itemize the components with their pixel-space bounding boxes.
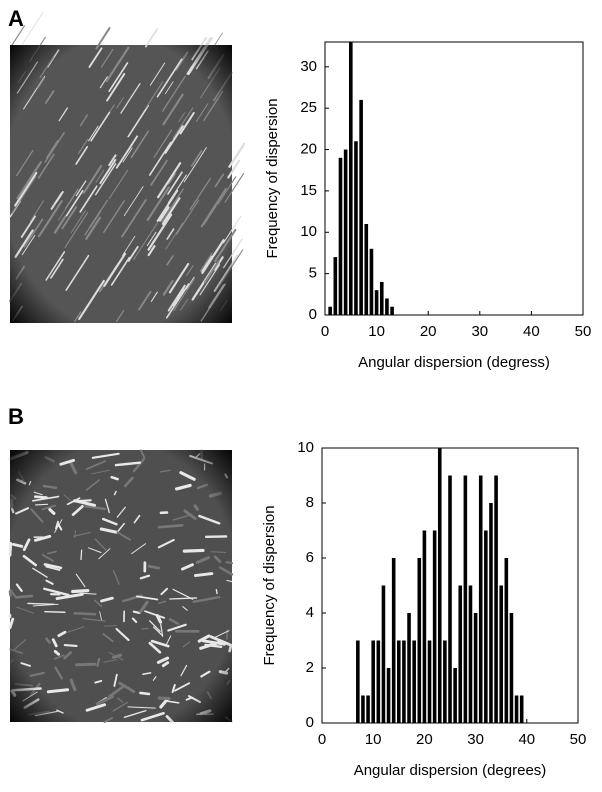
bar [390,306,394,315]
bar [443,640,447,723]
y-tick-label: 20 [300,141,317,158]
bar [328,306,332,315]
x-tick-label: 20 [416,731,433,748]
x-tick-label: 40 [518,731,535,748]
bar [453,668,457,723]
bar [417,558,422,723]
bar [348,42,353,315]
bar [364,224,369,315]
x-tick-label: 50 [570,731,587,748]
bar [374,290,379,315]
bar [463,475,468,723]
bar [381,585,386,723]
y-tick-label: 10 [300,223,317,240]
x-tick-label: 0 [318,731,326,748]
y-tick-label: 15 [300,182,317,199]
vignette [10,450,232,722]
bar [448,475,452,723]
bar [437,448,442,723]
panel-label: A [8,6,24,31]
bar [343,149,348,315]
bar [494,475,498,723]
bar [458,585,463,723]
y-tick-label: 2 [306,659,314,676]
bar [402,640,406,723]
micrograph-b [8,449,234,724]
bar [379,281,384,315]
bar [354,141,358,315]
bar [397,640,401,723]
bar [509,613,514,723]
bar [478,475,483,723]
x-axis-label: Angular dispersion (degress) [358,354,550,371]
bar [333,257,338,315]
x-tick-label: 30 [471,323,488,340]
bar [519,695,524,723]
bar [369,248,374,315]
plot-frame [324,41,584,316]
fiber [145,28,158,48]
bar [489,503,493,723]
y-tick-label: 30 [300,58,317,75]
bar [422,530,427,723]
y-axis-label: Frequency of dispersion [264,98,281,258]
y-tick-label: 8 [306,494,314,511]
bar [473,613,478,723]
y-tick-label: 25 [300,99,317,116]
bar [468,585,473,723]
y-tick-label: 0 [306,714,314,731]
vignette [10,45,232,323]
bar [385,298,389,315]
bar [432,530,437,723]
x-tick-label: 10 [365,731,382,748]
bar [407,613,411,723]
bar [359,99,363,315]
bar [386,668,391,723]
bar [371,640,375,723]
fiber [21,11,44,46]
fiber [214,32,223,46]
bar [391,558,396,723]
y-tick-label: 5 [309,265,317,282]
y-tick-label: 4 [306,604,314,621]
x-tick-label: 30 [467,731,484,748]
x-tick-label: 20 [420,323,437,340]
fiber [10,25,25,48]
bar [412,640,416,723]
y-tick-label: 6 [306,549,314,566]
x-tick-label: 10 [368,323,385,340]
bar [484,530,488,723]
x-tick-label: 50 [575,323,592,340]
bar [499,585,503,723]
x-tick-label: 40 [523,323,540,340]
micrograph-a [9,11,246,323]
bar [514,695,519,723]
plot-frame [321,447,579,724]
panel-label: B [8,404,24,429]
bar [356,640,360,723]
bar [504,558,509,723]
bar [376,640,381,723]
y-tick-label: 0 [309,306,317,323]
x-axis-label: Angular dispersion (degrees) [354,762,547,779]
bar [361,695,365,723]
bar [338,157,343,315]
x-tick-label: 0 [321,323,329,340]
bar [427,640,432,723]
y-tick-label: 10 [297,439,314,456]
bar [366,695,370,723]
y-axis-label: Frequency of dispersion [261,505,278,665]
